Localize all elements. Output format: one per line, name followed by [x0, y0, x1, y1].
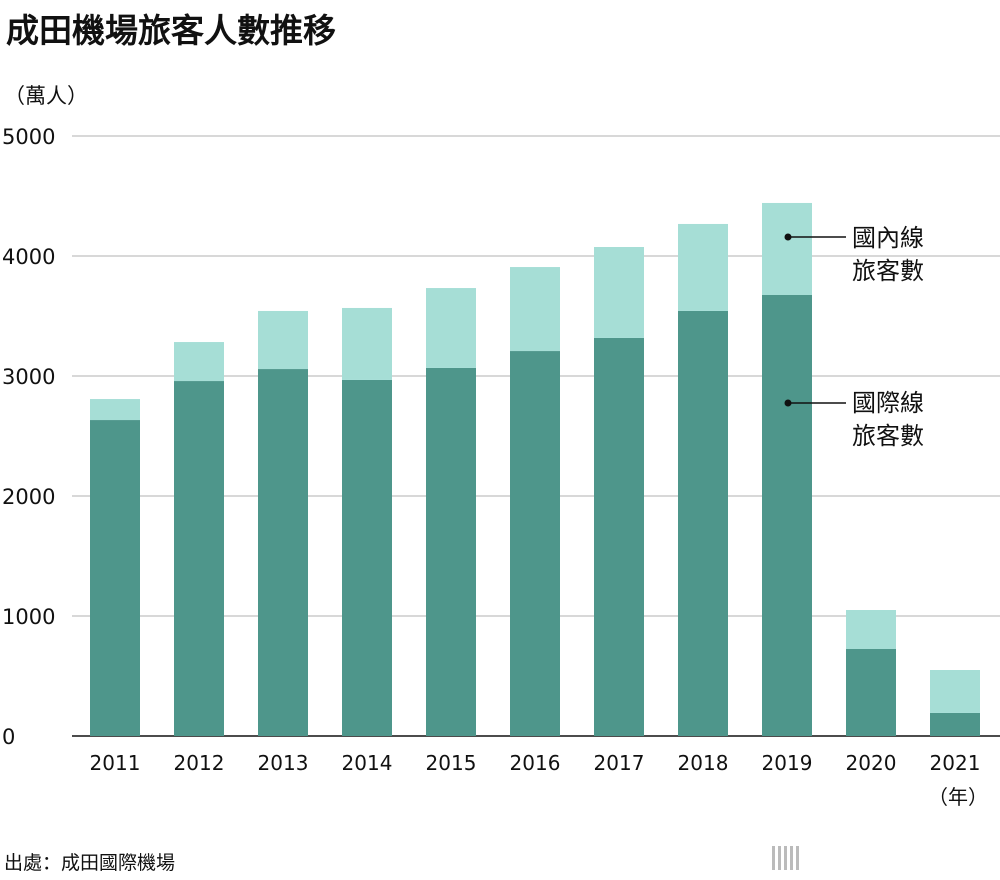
bar-international — [258, 369, 308, 736]
bar-domestic — [846, 610, 896, 649]
logo-bars-icon — [772, 846, 802, 870]
bar-international — [510, 351, 560, 736]
x-tick-label: 2011 — [90, 751, 141, 775]
x-axis-unit: （年） — [928, 785, 988, 809]
x-tick-label: 2018 — [678, 751, 729, 775]
chart-title: 成田機場旅客人數推移 — [6, 11, 336, 50]
bar-international — [174, 381, 224, 736]
logo-name: nippon — [772, 876, 896, 880]
x-tick-label: 2019 — [762, 751, 813, 775]
nippon-logo: nippon.com — [772, 838, 1000, 880]
y-tick-label: 3000 — [2, 365, 55, 389]
y-tick-label: 4000 — [2, 245, 55, 269]
legend-domestic: 國內線 旅客數 — [852, 222, 924, 288]
bar-domestic — [594, 247, 644, 338]
logo-suffix: com — [907, 876, 975, 880]
legend-international-line1: 國際線 — [852, 389, 924, 417]
bar-international — [342, 379, 392, 736]
x-tick-label: 2014 — [342, 751, 393, 775]
bar-international — [762, 295, 812, 736]
bar-domestic — [258, 310, 308, 370]
x-tick-label: 2015 — [426, 751, 477, 775]
bar-domestic — [762, 202, 812, 295]
source-note: 出處：成田國際機場 — [4, 852, 176, 874]
bar-domestic — [426, 288, 476, 368]
x-tick-label: 2020 — [846, 751, 897, 775]
bar-domestic — [342, 307, 392, 380]
bar-international — [426, 367, 476, 736]
bar-domestic — [930, 670, 980, 713]
logo-dot: . — [896, 876, 906, 880]
bar-domestic — [90, 399, 140, 421]
legend-international-line2: 旅客數 — [852, 422, 924, 450]
bar-international — [594, 337, 644, 736]
x-tick-label: 2012 — [174, 751, 225, 775]
y-tick-label: 2000 — [2, 485, 55, 509]
legend-domestic-line1: 國內線 — [852, 224, 924, 252]
bar-international — [930, 712, 980, 736]
x-tick-label: 2016 — [510, 751, 561, 775]
bar-domestic — [510, 267, 560, 352]
x-tick-label: 2017 — [594, 751, 645, 775]
bar-domestic — [174, 342, 224, 382]
x-tick-label: 2021 — [930, 751, 981, 775]
bar-international — [846, 649, 896, 736]
y-tick-label: 0 — [2, 725, 15, 749]
legend-domestic-line2: 旅客數 — [852, 257, 924, 285]
y-tick-label: 1000 — [2, 605, 55, 629]
y-axis-unit: （萬人） — [4, 84, 88, 108]
y-tick-label: 5000 — [2, 125, 55, 149]
legend-international: 國際線 旅客數 — [852, 387, 924, 453]
bar-international — [678, 310, 728, 736]
bar-domestic — [678, 223, 728, 311]
bar-international — [90, 420, 140, 736]
x-tick-label: 2013 — [258, 751, 309, 775]
